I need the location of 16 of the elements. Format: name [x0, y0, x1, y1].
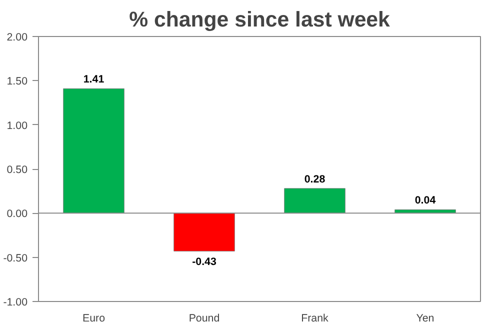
y-tick-label: 2.00	[6, 32, 28, 44]
y-tick-label: -1.00	[3, 296, 28, 308]
y-tick-label: -0.50	[3, 252, 28, 264]
y-tick-label: 0.00	[6, 208, 28, 220]
x-tick-label: Pound	[188, 312, 220, 324]
data-label: 0.04	[414, 194, 436, 207]
x-tick-label: Yen	[416, 312, 434, 324]
y-tick-label: 0.50	[6, 164, 28, 176]
data-label: 1.41	[83, 74, 104, 86]
y-tick-label: 1.00	[6, 120, 28, 132]
x-tick-label: Euro	[82, 312, 106, 324]
x-tick-label: Frank	[301, 312, 330, 324]
y-tick-label: 1.50	[6, 76, 28, 88]
data-label: -0.43	[192, 256, 216, 268]
data-label: 0.28	[304, 173, 326, 186]
chart-title: % change since last week	[129, 8, 390, 32]
